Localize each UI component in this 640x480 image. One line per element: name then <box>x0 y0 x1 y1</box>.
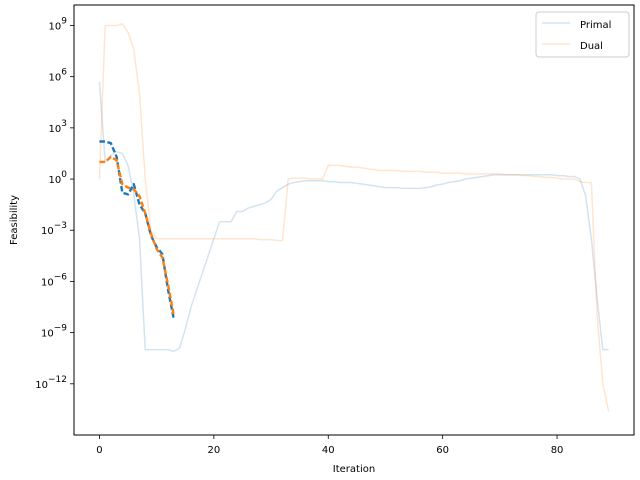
y-tick-label: 10−6 <box>41 272 67 288</box>
y-tick-label: 10−9 <box>41 324 67 340</box>
x-tick-label: 20 <box>207 445 220 456</box>
y-tick-label: 10−3 <box>41 221 67 237</box>
series-line-primal <box>98 81 609 353</box>
legend: Primal Dual <box>535 11 630 58</box>
x-axis-label: Iteration <box>333 464 375 475</box>
plot-frame <box>73 4 635 436</box>
x-tick-label: 60 <box>436 445 449 456</box>
x-tick-label: 0 <box>96 445 102 456</box>
series-dashed-3 <box>99 155 175 316</box>
y-tick-label: 106 <box>49 68 68 84</box>
x-axis: 0 20 40 60 80 <box>96 435 563 456</box>
legend-label-dual: Dual <box>580 41 603 52</box>
y-axis: 109 106 103 100 10−3 10−6 10−9 10−12 <box>35 16 74 391</box>
y-axis-label: Feasibility <box>9 195 20 245</box>
series-line-dual <box>98 23 610 412</box>
series-layer <box>98 23 610 412</box>
x-tick-label: 40 <box>322 445 335 456</box>
series-dashed-2 <box>99 140 175 320</box>
y-tick-label: 10−12 <box>35 375 67 391</box>
y-tick-label: 109 <box>49 16 68 32</box>
y-tick-label: 100 <box>49 170 68 186</box>
y-tick-label: 103 <box>49 119 67 135</box>
legend-box <box>535 11 630 58</box>
x-tick-label: 80 <box>551 445 564 456</box>
legend-label-primal: Primal <box>580 20 611 31</box>
